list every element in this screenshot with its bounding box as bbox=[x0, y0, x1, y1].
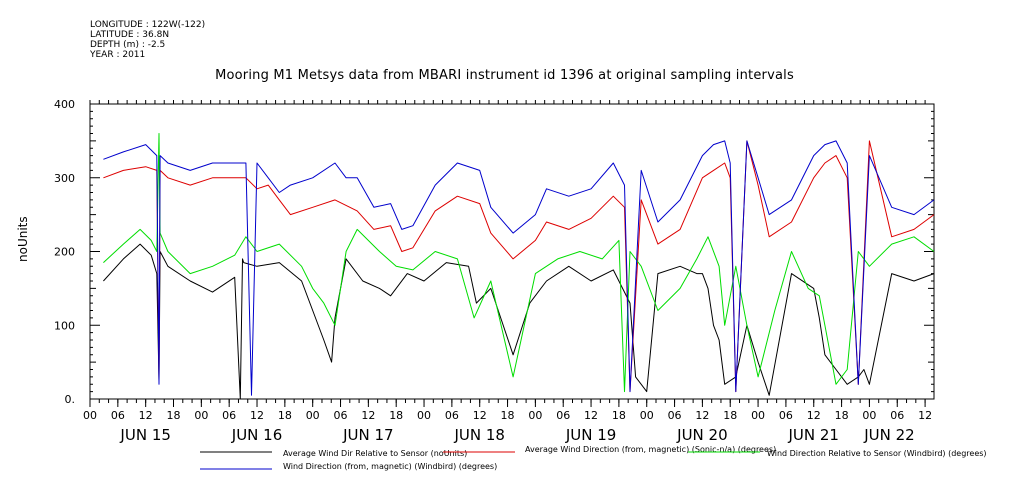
x-day-label: JUN 22 bbox=[863, 426, 914, 444]
plot-frame bbox=[89, 103, 935, 400]
x-tick-label: 06 bbox=[334, 409, 348, 422]
legend-entry: Average Wind Direction (from, magnetic) … bbox=[525, 445, 776, 454]
x-tick-label: 06 bbox=[445, 409, 459, 422]
y-tick-label: 300 bbox=[54, 172, 75, 185]
x-tick-label: 12 bbox=[250, 409, 264, 422]
chart-title: Mooring M1 Metsys data from MBARI instru… bbox=[215, 68, 794, 83]
x-tick-label: 00 bbox=[862, 409, 876, 422]
x-day-label: JUN 21 bbox=[788, 426, 839, 444]
x-tick-label: 18 bbox=[389, 409, 403, 422]
x-tick-label: 00 bbox=[194, 409, 208, 422]
x-tick-label: 18 bbox=[835, 409, 849, 422]
x-day-label: JUN 20 bbox=[676, 426, 727, 444]
y-tick-label: 200 bbox=[54, 246, 75, 259]
series-line bbox=[103, 140, 935, 393]
x-tick-label: 06 bbox=[111, 409, 125, 422]
x-tick-label: 00 bbox=[528, 409, 542, 422]
x-tick-label: 12 bbox=[139, 409, 153, 422]
y-tick-label: 0. bbox=[65, 393, 76, 406]
x-tick-label: 18 bbox=[612, 409, 626, 422]
x-day-label: JUN 16 bbox=[231, 426, 282, 444]
series-line bbox=[103, 243, 935, 400]
x-tick-label: 18 bbox=[167, 409, 181, 422]
series-line bbox=[103, 133, 935, 393]
x-tick-label: 00 bbox=[306, 409, 320, 422]
year-text: YEAR : 2011 bbox=[90, 50, 146, 60]
x-day-label: JUN 17 bbox=[342, 426, 393, 444]
x-tick-label: 12 bbox=[918, 409, 932, 422]
x-day-label: JUN 15 bbox=[119, 426, 170, 444]
x-tick-label: 00 bbox=[417, 409, 431, 422]
metadata-block: LONGITUDE : 122W(-122) LATITUDE : 36.8N … bbox=[90, 20, 205, 60]
x-tick-label: 12 bbox=[361, 409, 375, 422]
x-tick-label: 00 bbox=[751, 409, 765, 422]
x-day-label: JUN 18 bbox=[453, 426, 504, 444]
x-tick-label: 18 bbox=[501, 409, 515, 422]
x-tick-label: 06 bbox=[779, 409, 793, 422]
x-tick-label: 06 bbox=[668, 409, 682, 422]
y-tick-label: 100 bbox=[54, 319, 75, 332]
x-tick-label: 12 bbox=[695, 409, 709, 422]
legend-entry: Wind Direction (from, magnetic) (Windbir… bbox=[283, 462, 497, 471]
legend-entry: Average Wind Dir Relative to Sensor (noU… bbox=[283, 449, 467, 458]
x-tick-label: 06 bbox=[556, 409, 570, 422]
x-tick-label: 12 bbox=[584, 409, 598, 422]
y-tick-label: 400 bbox=[54, 98, 75, 111]
x-tick-label: 18 bbox=[278, 409, 292, 422]
x-tick-label: 06 bbox=[890, 409, 904, 422]
x-tick-label: 00 bbox=[83, 409, 97, 422]
x-day-label: JUN 19 bbox=[565, 426, 616, 444]
x-tick-label: 12 bbox=[807, 409, 821, 422]
x-tick-label: 00 bbox=[640, 409, 654, 422]
longitude-text: LONGITUDE : 122W(-122) bbox=[90, 20, 206, 30]
x-tick-label: 12 bbox=[473, 409, 487, 422]
depth-text: DEPTH (m) : -2.5 bbox=[90, 40, 166, 50]
legend-entry: Wind Direction Relative to Sensor (Windb… bbox=[767, 449, 987, 458]
latitude-text: LATITUDE : 36.8N bbox=[90, 30, 170, 40]
series-line bbox=[103, 140, 935, 396]
x-tick-label: 06 bbox=[222, 409, 236, 422]
x-tick-label: 18 bbox=[723, 409, 737, 422]
